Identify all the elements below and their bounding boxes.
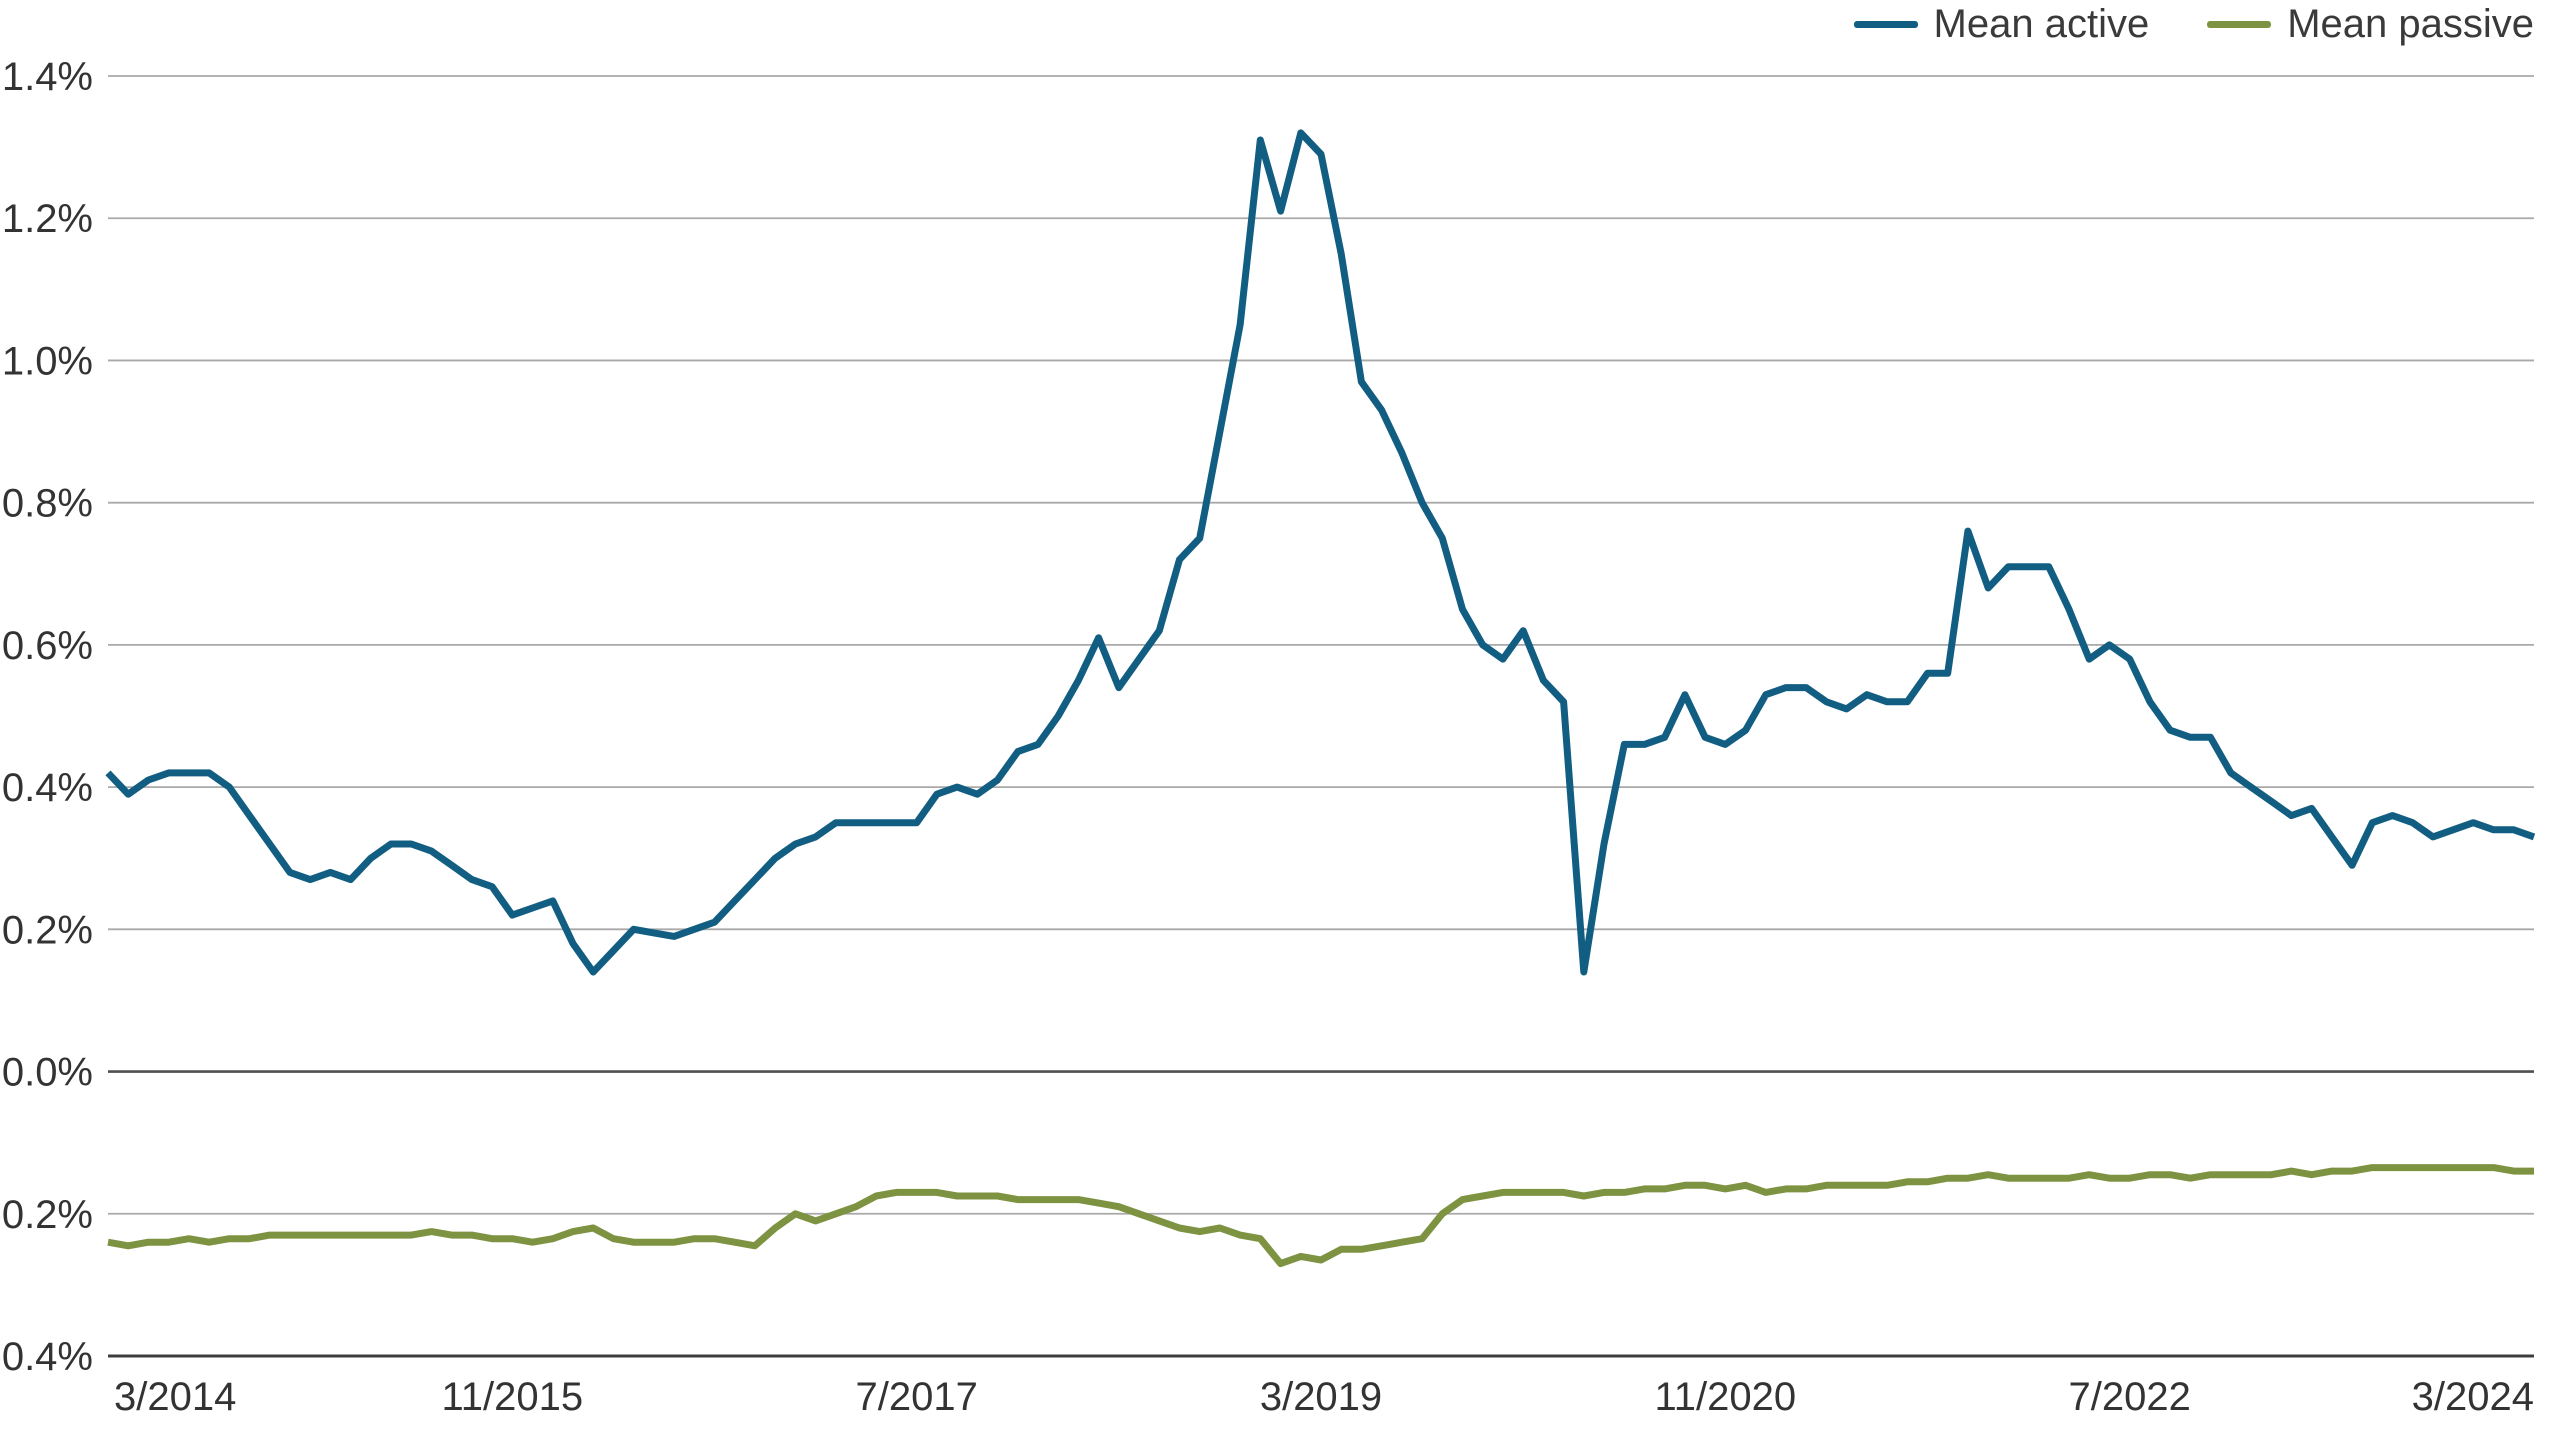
- legend: Mean active Mean passive: [1853, 2, 2534, 46]
- series-lines: [105, 129, 2536, 1268]
- y-tick-label: 0.0%: [2, 1051, 93, 1095]
- y-tick-label: 1.4%: [2, 55, 93, 99]
- x-tick-label: 3/2024: [2412, 1375, 2534, 1419]
- series-line-mean-active: [105, 129, 2536, 976]
- gridlines: [108, 75, 2534, 1358]
- x-tick-label: 11/2020: [1655, 1375, 1797, 1419]
- x-tick-label: 7/2017: [855, 1375, 977, 1419]
- x-tick-label: 7/2022: [2068, 1375, 2190, 1419]
- legend-item-mean-passive: Mean passive: [2207, 4, 2534, 44]
- y-tick-label: 0.4%: [2, 766, 93, 810]
- y-tick-label: -0.4%: [0, 1335, 93, 1379]
- y-tick-label: -0.2%: [0, 1193, 93, 1237]
- series-line-mean-passive: [107, 1164, 2534, 1268]
- y-tick-label: 0.8%: [2, 482, 93, 526]
- legend-label-mean-passive: Mean passive: [2287, 2, 2534, 46]
- legend-label-mean-active: Mean active: [1933, 2, 2150, 46]
- y-tick-label: 0.2%: [2, 908, 93, 952]
- y-tick-label: 1.0%: [2, 339, 93, 383]
- x-axis-labels: 3/2014 11/2015 7/2017 3/2019 11/2020 7/2022 3/…: [114, 1375, 2534, 1419]
- x-tick-label: 3/2014: [114, 1375, 236, 1419]
- mean-passive-line-icon: [2207, 20, 2272, 28]
- x-tick-label: 11/2015: [442, 1375, 584, 1419]
- y-tick-label: 0.6%: [2, 624, 93, 668]
- y-axis-labels: 1.4% 1.2% 1.0% 0.8% 0.6% 0.4% 0.2% 0.0% -0.2% -0.…: [0, 55, 93, 1379]
- y-tick-label: 1.2%: [2, 197, 93, 241]
- mean-active-line-icon: [1853, 20, 1918, 28]
- legend-item-mean-active: Mean active: [1853, 2, 2150, 46]
- x-tick-label: 3/2019: [1260, 1375, 1382, 1419]
